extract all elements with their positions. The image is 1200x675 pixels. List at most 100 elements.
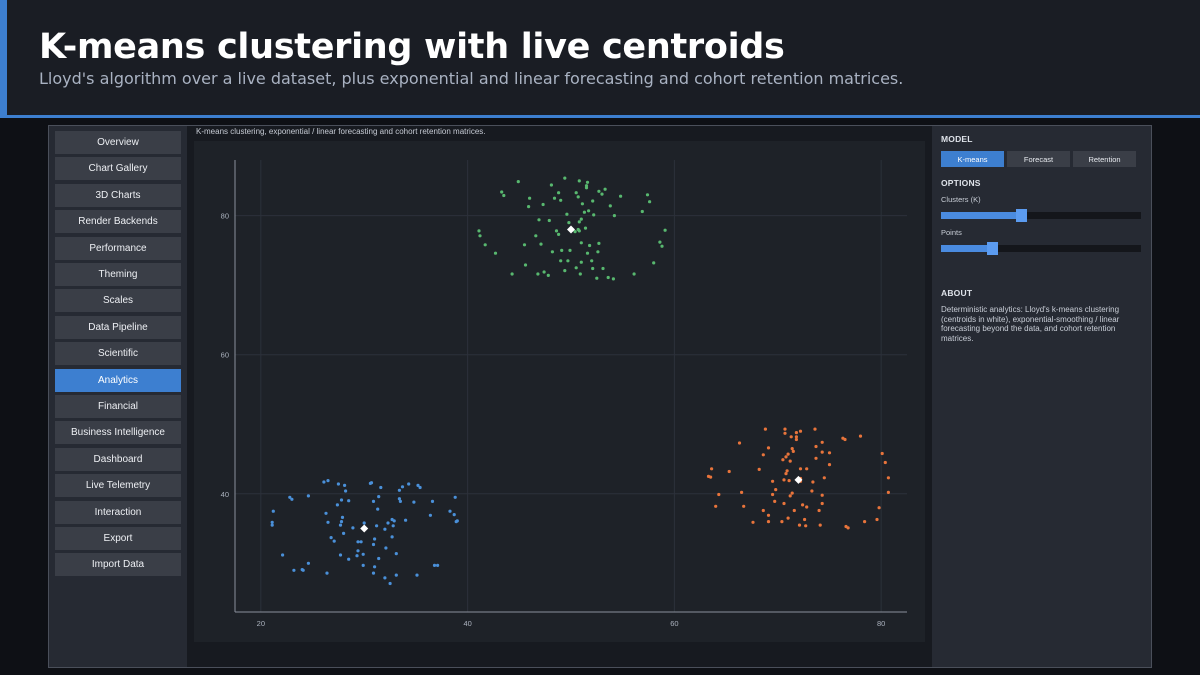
data-point	[803, 517, 807, 522]
data-point	[523, 263, 528, 267]
sidebar-item-performance[interactable]: Performance	[55, 236, 181, 260]
data-point	[549, 183, 553, 187]
points-slider-thumb[interactable]	[987, 242, 998, 255]
data-point	[384, 546, 388, 550]
sidebar-item-import-data[interactable]: Import Data	[55, 553, 181, 577]
data-point	[877, 506, 881, 510]
data-point	[790, 447, 794, 451]
data-point	[592, 213, 596, 217]
sidebar-item-data-pipeline[interactable]: Data Pipeline	[55, 315, 181, 339]
data-point	[786, 516, 790, 520]
model-button-forecast[interactable]: Forecast	[1007, 151, 1070, 167]
data-point	[339, 520, 344, 524]
data-point	[792, 508, 796, 513]
data-point	[397, 497, 401, 501]
sidebar-item-export[interactable]: Export	[55, 527, 181, 550]
x-tick-label: 60	[670, 619, 678, 628]
data-point	[388, 581, 392, 586]
data-point	[322, 480, 326, 484]
data-point	[774, 488, 778, 492]
data-point	[336, 482, 340, 486]
data-point	[773, 499, 777, 503]
data-point	[356, 540, 360, 544]
data-point	[516, 180, 520, 184]
data-point	[597, 241, 601, 245]
model-button-k-means[interactable]: K-means	[941, 151, 1004, 167]
data-point	[565, 212, 569, 216]
data-point	[841, 436, 845, 440]
sidebar-item-scales[interactable]: Scales	[55, 289, 181, 313]
data-point	[706, 474, 711, 478]
data-point	[790, 491, 794, 495]
data-point	[563, 269, 567, 273]
sidebar-item-chart-gallery[interactable]: Chart Gallery	[55, 157, 181, 181]
kmeans-scatter-plot[interactable]: 20 40 60 80 40 60 80	[194, 141, 925, 642]
data-point	[710, 467, 714, 471]
centroid-marker	[567, 225, 575, 234]
data-point	[394, 552, 398, 556]
data-point	[798, 467, 803, 471]
data-point	[578, 272, 582, 276]
data-point	[390, 535, 394, 539]
data-point	[377, 556, 381, 561]
clusters-slider[interactable]	[941, 209, 1141, 222]
data-point	[579, 241, 583, 245]
data-point	[827, 463, 832, 467]
data-point	[430, 499, 435, 503]
data-point	[448, 509, 452, 513]
sidebar-item-3d-charts[interactable]: 3D Charts	[55, 183, 181, 207]
data-point	[804, 524, 808, 528]
data-point	[846, 526, 850, 530]
sidebar-item-business-intelligence[interactable]: Business Intelligence	[55, 421, 181, 445]
data-point	[362, 521, 366, 525]
data-point	[343, 483, 347, 487]
sidebar-item-dashboard[interactable]: Dashboard	[55, 447, 181, 471]
data-point	[528, 196, 532, 200]
sidebar-item-interaction[interactable]: Interaction	[55, 500, 181, 524]
data-point	[591, 199, 595, 203]
data-point	[583, 226, 588, 230]
data-point	[306, 494, 310, 498]
sidebar-item-live-telemetry[interactable]: Live Telemetry	[55, 474, 181, 498]
data-point	[332, 539, 336, 543]
data-point	[361, 552, 365, 556]
data-point	[788, 459, 792, 463]
sidebar-item-render-backends[interactable]: Render Backends	[55, 210, 181, 234]
banner-accent-bar	[0, 0, 7, 118]
data-point	[883, 460, 887, 465]
data-point	[398, 499, 402, 503]
data-point	[786, 452, 790, 456]
data-point	[600, 192, 604, 196]
sidebar-item-theming[interactable]: Theming	[55, 263, 181, 286]
data-point	[359, 540, 363, 544]
y-tick-label: 40	[221, 490, 229, 499]
data-point	[542, 270, 546, 274]
data-point	[383, 527, 387, 531]
sidebar-item-overview[interactable]: Overview	[55, 131, 181, 154]
data-point	[579, 217, 583, 221]
data-point	[361, 563, 365, 567]
data-point	[886, 490, 891, 494]
data-point	[761, 453, 765, 457]
sidebar-item-analytics[interactable]: Analytics	[55, 368, 181, 392]
sidebar-item-scientific[interactable]: Scientific	[55, 342, 181, 366]
points-label: Points	[941, 228, 962, 237]
data-point	[660, 244, 664, 248]
kmeans-plot-card: 20 40 60 80 40 60 80	[194, 141, 925, 642]
data-point	[326, 479, 330, 483]
clusters-label: Clusters (K)	[941, 195, 981, 204]
data-point	[658, 240, 662, 244]
data-point	[787, 479, 791, 483]
model-button-retention[interactable]: Retention	[1073, 151, 1136, 167]
data-point	[342, 531, 346, 535]
points-slider[interactable]	[941, 242, 1141, 255]
data-point	[369, 481, 374, 485]
chart-caption: K-means clustering, exponential / linear…	[196, 127, 486, 136]
data-point	[454, 520, 458, 524]
data-point	[771, 479, 775, 483]
data-point	[527, 205, 531, 209]
clusters-slider-thumb[interactable]	[1016, 209, 1027, 222]
y-tick-label: 80	[221, 212, 229, 221]
sidebar-item-financial[interactable]: Financial	[55, 395, 181, 418]
data-point	[376, 507, 380, 511]
